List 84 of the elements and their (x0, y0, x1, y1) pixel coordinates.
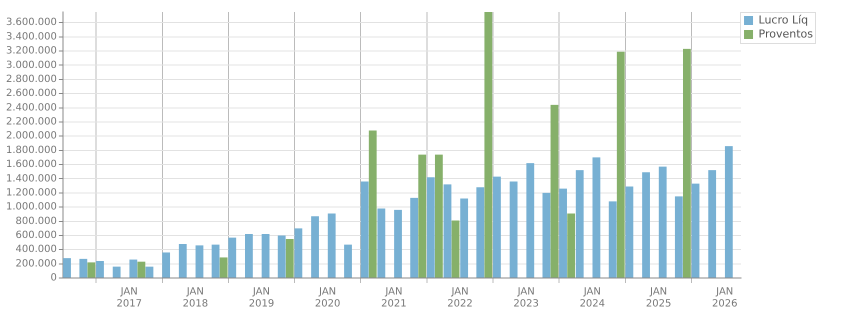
y-tick-label: 3.200.000 (6, 46, 57, 57)
bar (493, 176, 501, 278)
bar (642, 172, 650, 278)
bar (178, 244, 187, 278)
bar (245, 234, 253, 278)
bar (96, 260, 104, 278)
bar (146, 266, 154, 278)
bar (79, 258, 88, 278)
bar (137, 262, 146, 278)
y-tick-label: 0 (50, 272, 57, 284)
bar (444, 184, 452, 278)
bar (311, 216, 319, 278)
bar (286, 238, 294, 278)
y-tick-label: 3.000.000 (6, 60, 57, 71)
x-tick-label: JAN 2024 (580, 286, 606, 310)
bar (550, 104, 558, 278)
y-tick-label: 3.600.000 (6, 17, 57, 28)
bar (368, 130, 377, 278)
x-tick-label: JAN 2017 (116, 286, 142, 310)
bar (262, 234, 270, 278)
bar (608, 201, 617, 278)
y-tick-label: 600.000 (16, 230, 57, 242)
bar (460, 198, 468, 278)
bar (328, 213, 336, 278)
bar (567, 213, 576, 278)
x-tick-label: JAN 2022 (447, 286, 473, 310)
bar (377, 208, 386, 278)
y-tick-label: 2.600.000 (6, 88, 57, 100)
bar (63, 258, 71, 278)
bar (426, 177, 435, 278)
bar (278, 235, 286, 278)
bar (162, 252, 170, 278)
bar (410, 198, 418, 278)
y-tick-label: 2.000.000 (6, 130, 57, 142)
x-tick-label: JAN 2026 (712, 286, 738, 310)
bar (434, 154, 443, 278)
bar (592, 157, 600, 278)
x-tick-label: JAN 2018 (182, 286, 208, 310)
bar (674, 196, 683, 278)
bar (692, 184, 700, 278)
bar (510, 182, 518, 278)
y-tick-label: 2.400.000 (6, 102, 57, 114)
bar (616, 52, 625, 278)
y-tick-label: 1.200.000 (6, 187, 57, 198)
bar (559, 188, 567, 278)
x-tick-label: JAN 2023 (513, 286, 539, 310)
x-tick-label: JAN 2025 (646, 286, 672, 310)
bar (87, 262, 96, 278)
bar (476, 187, 484, 278)
y-tick-label: 200.000 (16, 258, 57, 270)
x-tick-label: JAN 2020 (314, 286, 340, 310)
bar (682, 48, 691, 278)
bar (708, 170, 716, 278)
bar (344, 244, 352, 278)
legend-label: Lucro Líq (758, 13, 808, 26)
bar (625, 186, 634, 278)
bar (196, 245, 204, 278)
bar (360, 182, 369, 278)
bar (658, 166, 667, 278)
bar (418, 154, 426, 278)
bar (542, 192, 550, 278)
bar (394, 210, 402, 278)
y-tick-label: 1.800.000 (6, 144, 57, 156)
y-tick-label: 3.400.000 (6, 31, 57, 42)
y-tick-label: 2.200.000 (6, 116, 57, 128)
bar (576, 170, 584, 278)
bar (220, 257, 228, 278)
bar (294, 228, 302, 278)
bar (212, 244, 220, 278)
legend-label: Proventos (758, 27, 814, 40)
bar (452, 220, 460, 278)
x-tick-label: JAN 2021 (381, 286, 407, 310)
bar (526, 163, 534, 278)
y-tick-label: 400.000 (16, 244, 57, 256)
bar (228, 238, 236, 278)
bar (129, 260, 138, 278)
bar (112, 266, 121, 278)
y-tick-label: 1.600.000 (6, 159, 57, 170)
bar (724, 146, 733, 278)
y-tick-label: 1.000.000 (6, 202, 57, 213)
y-tick-label: 1.400.000 (6, 173, 57, 184)
y-tick-label: 2.800.000 (6, 74, 57, 85)
y-tick-label: 800.000 (16, 216, 57, 227)
x-tick-label: JAN 2019 (248, 286, 274, 310)
